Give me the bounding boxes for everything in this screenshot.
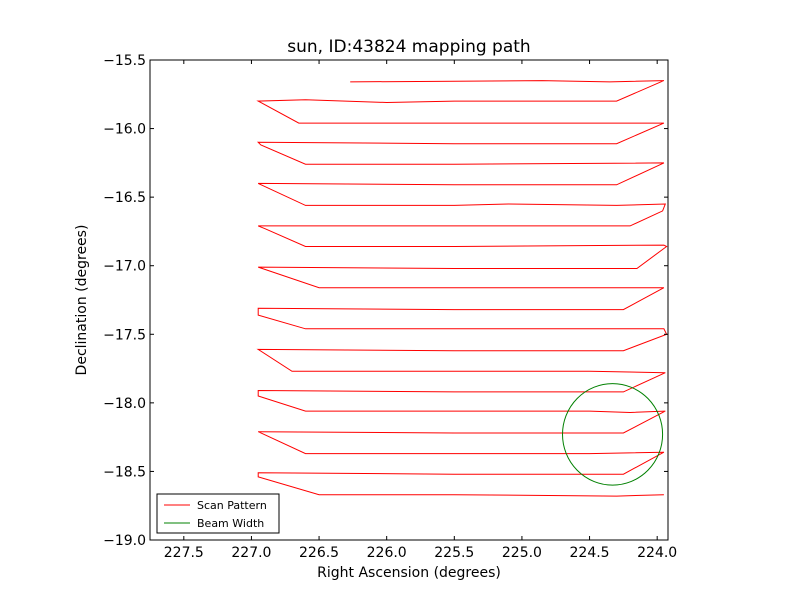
series-layer (256, 80, 668, 497)
y-tick-label: −18.0 (103, 396, 146, 412)
y-tick-label: −15.5 (103, 53, 146, 69)
y-tick-label: −17.0 (103, 259, 146, 275)
y-tick-label: −19.0 (103, 533, 146, 549)
plot-area (150, 60, 668, 540)
chart-title: sun, ID:43824 mapping path (287, 37, 530, 57)
x-tick-label: 227.5 (164, 545, 204, 561)
y-axis-label: Declination (degrees) (74, 225, 90, 376)
x-tick-label: 225.0 (502, 545, 542, 561)
beam-width-circle (562, 383, 664, 486)
scan-pattern-line (256, 80, 668, 497)
x-tick-label: 224.5 (570, 545, 610, 561)
x-tick-label: 226.0 (367, 545, 407, 561)
legend-box (156, 493, 280, 534)
y-tick-label: −16.0 (103, 122, 146, 138)
y-tick-label: −16.5 (103, 190, 146, 206)
x-tick-label: 224.0 (637, 545, 677, 561)
x-tick-label: 225.5 (434, 545, 474, 561)
x-axis-label: Right Ascension (degrees) (317, 565, 501, 581)
ticks-layer: 227.5 227.0 226.5 226.0 225.5 225.0 224.5 224.0… (103, 53, 677, 561)
x-tick-label: 227.0 (231, 545, 271, 561)
y-tick-label: −17.5 (103, 327, 146, 343)
legend: Scan Pattern Beam Width (156, 493, 280, 534)
y-tick-label: −18.5 (103, 464, 146, 480)
legend-label-beam-width: Beam Width (197, 517, 264, 530)
axes-frame (149, 59, 669, 541)
legend-label-scan-pattern: Scan Pattern (197, 499, 267, 512)
x-tick-label: 226.5 (299, 545, 339, 561)
